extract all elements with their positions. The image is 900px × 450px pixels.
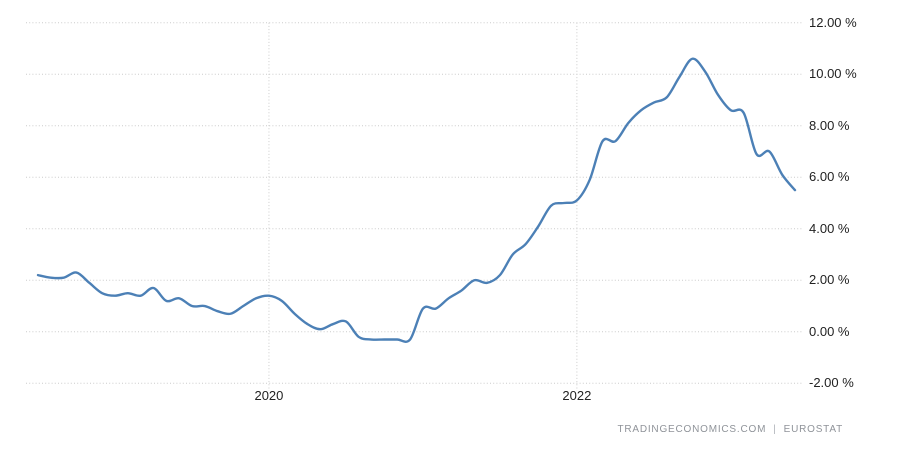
y-tick-label: 2.00 % — [809, 272, 850, 288]
x-tick-label: 2020 — [254, 388, 284, 403]
watermark-separator: | — [773, 424, 777, 435]
y-tick-label: 0.00 % — [809, 323, 850, 339]
y-tick-label: 10.00 % — [809, 66, 857, 82]
y-tick-label: 12.00 % — [809, 14, 857, 30]
watermark-brand: TRADINGECONOMICS.COM — [617, 424, 767, 435]
watermark-provider: EUROSTAT — [783, 424, 843, 435]
watermark: TRADINGECONOMICS.COM | EUROSTAT — [617, 424, 843, 435]
y-tick-label: -2.00 % — [809, 375, 854, 391]
x-tick-label: 2022 — [562, 388, 592, 403]
y-tick-label: 8.00 % — [809, 117, 850, 133]
y-tick-label: 6.00 % — [809, 169, 850, 185]
y-tick-label: 4.00 % — [809, 220, 850, 236]
inflation-line-series — [36, 57, 797, 343]
